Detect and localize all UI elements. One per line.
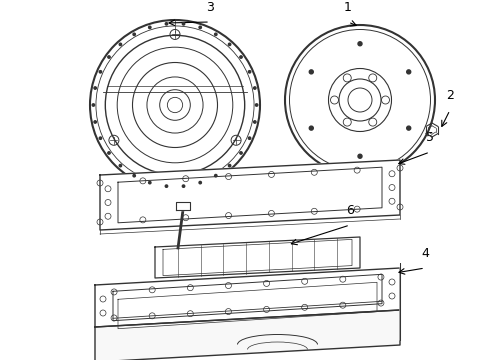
Circle shape — [148, 26, 151, 28]
Circle shape — [182, 23, 184, 25]
Circle shape — [248, 137, 250, 139]
Circle shape — [308, 70, 313, 74]
Circle shape — [214, 175, 217, 177]
Circle shape — [92, 104, 94, 106]
Circle shape — [133, 33, 135, 36]
Text: 4: 4 — [420, 247, 428, 260]
Text: 2: 2 — [445, 89, 453, 102]
Text: 5: 5 — [425, 131, 433, 144]
Polygon shape — [155, 237, 359, 278]
Circle shape — [165, 185, 167, 187]
Circle shape — [165, 23, 167, 25]
Polygon shape — [95, 310, 399, 360]
Circle shape — [308, 126, 313, 130]
Circle shape — [406, 70, 410, 74]
Polygon shape — [95, 268, 399, 327]
Circle shape — [107, 56, 110, 58]
Text: 6: 6 — [346, 204, 353, 217]
Circle shape — [239, 152, 242, 154]
Text: 1: 1 — [344, 1, 351, 14]
Circle shape — [255, 104, 257, 106]
Circle shape — [148, 181, 151, 184]
Text: 3: 3 — [205, 1, 214, 14]
Circle shape — [357, 42, 361, 46]
Circle shape — [199, 181, 201, 184]
Circle shape — [99, 71, 102, 73]
Circle shape — [406, 126, 410, 130]
Circle shape — [119, 43, 122, 46]
Circle shape — [239, 56, 242, 58]
Circle shape — [94, 87, 96, 89]
Circle shape — [94, 121, 96, 123]
Circle shape — [182, 185, 184, 187]
Circle shape — [228, 43, 230, 46]
Circle shape — [214, 33, 217, 36]
Circle shape — [119, 165, 122, 167]
Circle shape — [248, 71, 250, 73]
Circle shape — [199, 26, 201, 28]
Polygon shape — [176, 202, 190, 210]
Circle shape — [253, 121, 256, 123]
Circle shape — [99, 137, 102, 139]
Circle shape — [253, 87, 256, 89]
Polygon shape — [100, 160, 399, 230]
Circle shape — [357, 154, 361, 158]
Circle shape — [107, 152, 110, 154]
Circle shape — [228, 165, 230, 167]
Circle shape — [133, 175, 135, 177]
